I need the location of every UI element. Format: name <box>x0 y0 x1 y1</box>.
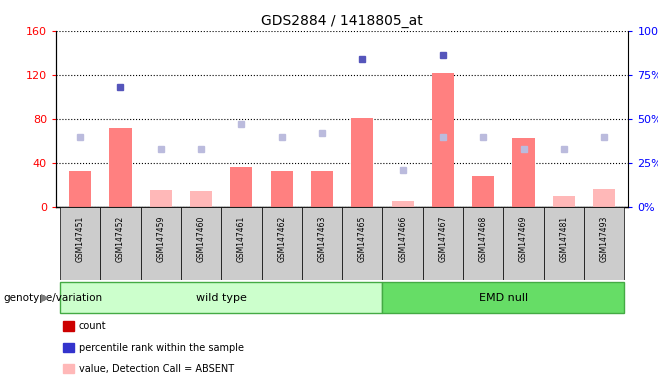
FancyBboxPatch shape <box>100 207 141 280</box>
Text: GSM147460: GSM147460 <box>197 216 205 263</box>
Text: GSM147481: GSM147481 <box>559 216 569 262</box>
FancyBboxPatch shape <box>181 207 221 280</box>
Bar <box>553 196 575 207</box>
Bar <box>432 73 454 207</box>
Bar <box>593 189 615 207</box>
Text: ▶: ▶ <box>41 293 49 303</box>
Text: percentile rank within the sample: percentile rank within the sample <box>79 343 244 353</box>
FancyBboxPatch shape <box>60 282 382 313</box>
Text: GSM147461: GSM147461 <box>237 216 246 262</box>
FancyBboxPatch shape <box>382 207 423 280</box>
Bar <box>149 190 172 207</box>
Bar <box>190 191 212 207</box>
Text: value, Detection Call = ABSENT: value, Detection Call = ABSENT <box>79 364 234 374</box>
Text: GSM147459: GSM147459 <box>156 216 165 263</box>
FancyBboxPatch shape <box>503 207 544 280</box>
Text: GSM147465: GSM147465 <box>358 216 367 263</box>
Text: GSM147462: GSM147462 <box>277 216 286 262</box>
Bar <box>69 171 91 207</box>
Bar <box>351 118 373 207</box>
Text: GSM147451: GSM147451 <box>76 216 85 262</box>
Text: GSM147469: GSM147469 <box>519 216 528 263</box>
FancyBboxPatch shape <box>544 207 584 280</box>
Text: wild type: wild type <box>196 293 247 303</box>
Text: count: count <box>79 321 107 331</box>
FancyBboxPatch shape <box>382 282 624 313</box>
Text: genotype/variation: genotype/variation <box>3 293 103 303</box>
FancyBboxPatch shape <box>342 207 382 280</box>
Bar <box>109 128 132 207</box>
FancyBboxPatch shape <box>302 207 342 280</box>
Text: GSM147468: GSM147468 <box>479 216 488 262</box>
Text: GSM147493: GSM147493 <box>599 216 609 263</box>
Title: GDS2884 / 1418805_at: GDS2884 / 1418805_at <box>261 14 423 28</box>
Text: GSM147466: GSM147466 <box>398 216 407 263</box>
FancyBboxPatch shape <box>261 207 302 280</box>
Bar <box>270 171 293 207</box>
Text: GSM147452: GSM147452 <box>116 216 125 262</box>
FancyBboxPatch shape <box>221 207 261 280</box>
Text: GSM147463: GSM147463 <box>318 216 326 263</box>
Bar <box>472 177 494 207</box>
Bar <box>513 138 535 207</box>
Bar <box>311 171 333 207</box>
Text: GSM147467: GSM147467 <box>438 216 447 263</box>
Text: EMD null: EMD null <box>479 293 528 303</box>
Bar <box>392 201 414 207</box>
FancyBboxPatch shape <box>463 207 503 280</box>
FancyBboxPatch shape <box>423 207 463 280</box>
FancyBboxPatch shape <box>60 207 100 280</box>
Bar <box>230 167 253 207</box>
FancyBboxPatch shape <box>584 207 624 280</box>
FancyBboxPatch shape <box>141 207 181 280</box>
